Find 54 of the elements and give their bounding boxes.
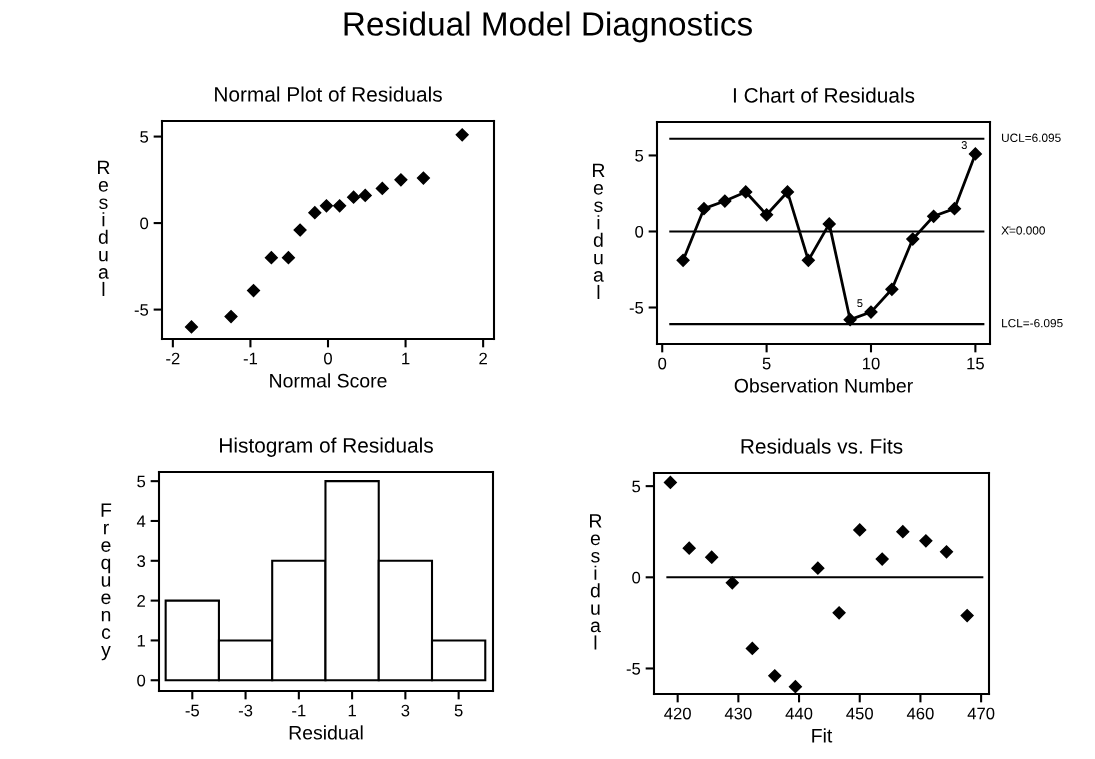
y-tick-label: -5: [134, 304, 149, 316]
x-tick-label: 1: [402, 352, 410, 365]
y-tick-label: 5: [632, 480, 641, 493]
y-tick-label: 4: [136, 515, 146, 528]
x-tick-label: 0: [324, 352, 332, 365]
x-tick-label: 0: [658, 357, 667, 370]
x-tick-label: 460: [906, 707, 934, 720]
x-tick-label: 10: [863, 357, 880, 370]
y-tick-label: 5: [137, 475, 146, 488]
x-tick-label: 420: [664, 707, 691, 720]
annotation: 3: [961, 141, 967, 149]
ref-line-label: X̄=0.000: [1001, 226, 1045, 235]
x-tick-label: -3: [238, 704, 253, 717]
y-tick-label: 0: [635, 225, 644, 238]
y-tick-label: 0: [140, 217, 149, 230]
x-tick-label: 2: [479, 352, 487, 365]
y-tick-label: -5: [626, 663, 641, 675]
x-tick-label: -5: [185, 704, 200, 717]
y-tick-label: 5: [140, 131, 149, 143]
x-tick-label: -1: [243, 352, 258, 365]
y-tick-label: 2: [137, 595, 145, 607]
chart-title: Histogram of Residuals: [220, 437, 433, 457]
ref-line-label: LCL=-6.095: [1002, 318, 1063, 328]
annotation: 5: [857, 299, 863, 308]
chart-title: Residuals vs. Fits: [741, 438, 903, 454]
chart-title: I Chart of Residuals: [733, 87, 915, 103]
y-tick-label: 0: [632, 571, 641, 584]
x-axis-title: Observation Number: [734, 378, 913, 393]
text: Residual Model Diagnostics: [344, 11, 752, 43]
x-tick-label: 3: [401, 704, 410, 717]
y-axis-title: Residual: [593, 163, 605, 299]
x-tick-label: 1: [348, 704, 356, 717]
ref-line-label: UCL=6.095: [1002, 133, 1061, 142]
x-tick-label: 5: [762, 357, 771, 370]
y-tick-label: 0: [137, 674, 146, 687]
x-tick-label: -1: [292, 704, 306, 717]
x-tick-label: -2: [166, 352, 180, 365]
x-axis-title: Fit: [812, 728, 833, 743]
y-tick-label: 1: [137, 635, 145, 647]
y-tick-label: 5: [635, 150, 644, 162]
x-tick-label: 470: [967, 707, 995, 720]
chart-title: Normal Plot of Residuals: [215, 86, 442, 102]
x-tick-label: 430: [724, 707, 752, 720]
y-axis-title: Residual: [98, 160, 110, 296]
x-axis-title: Normal Score: [270, 373, 387, 388]
x-tick-label: 450: [846, 707, 873, 720]
y-axis-title: Residual: [590, 514, 602, 650]
x-tick-label: 15: [967, 357, 984, 370]
y-tick-label: -5: [629, 302, 644, 314]
y-tick-label: 3: [137, 555, 146, 567]
x-tick-label: 5: [454, 704, 463, 717]
text: Frequency: [101, 503, 112, 661]
x-axis-title: Residual: [289, 725, 363, 740]
x-tick-label: 440: [785, 707, 813, 720]
